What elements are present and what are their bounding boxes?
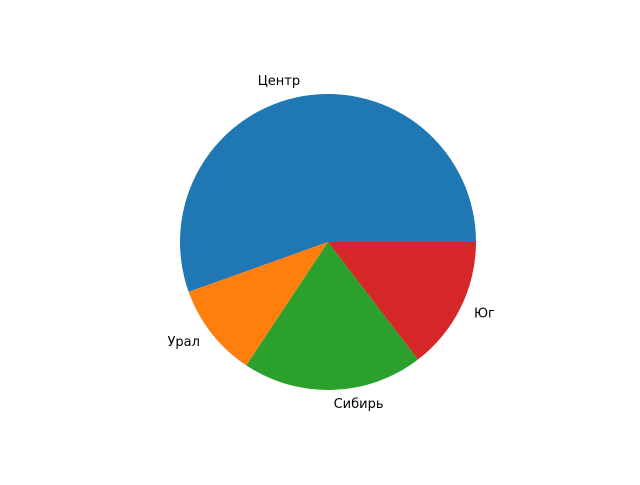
pie-slice-0 bbox=[180, 94, 476, 292]
pie-slices bbox=[180, 94, 476, 391]
pie-slice-1 bbox=[188, 242, 328, 366]
pie-slice-2 bbox=[246, 242, 418, 391]
pie-label-0: Центр bbox=[258, 74, 300, 89]
pie-slice-3 bbox=[328, 242, 476, 360]
pie-label-2: Сибирь bbox=[334, 397, 384, 412]
pie-label-1: Урал bbox=[167, 335, 199, 350]
pie-labels: Центр Урал Сибирь Юг bbox=[167, 74, 495, 412]
pie-label-3: Юг bbox=[474, 307, 495, 322]
